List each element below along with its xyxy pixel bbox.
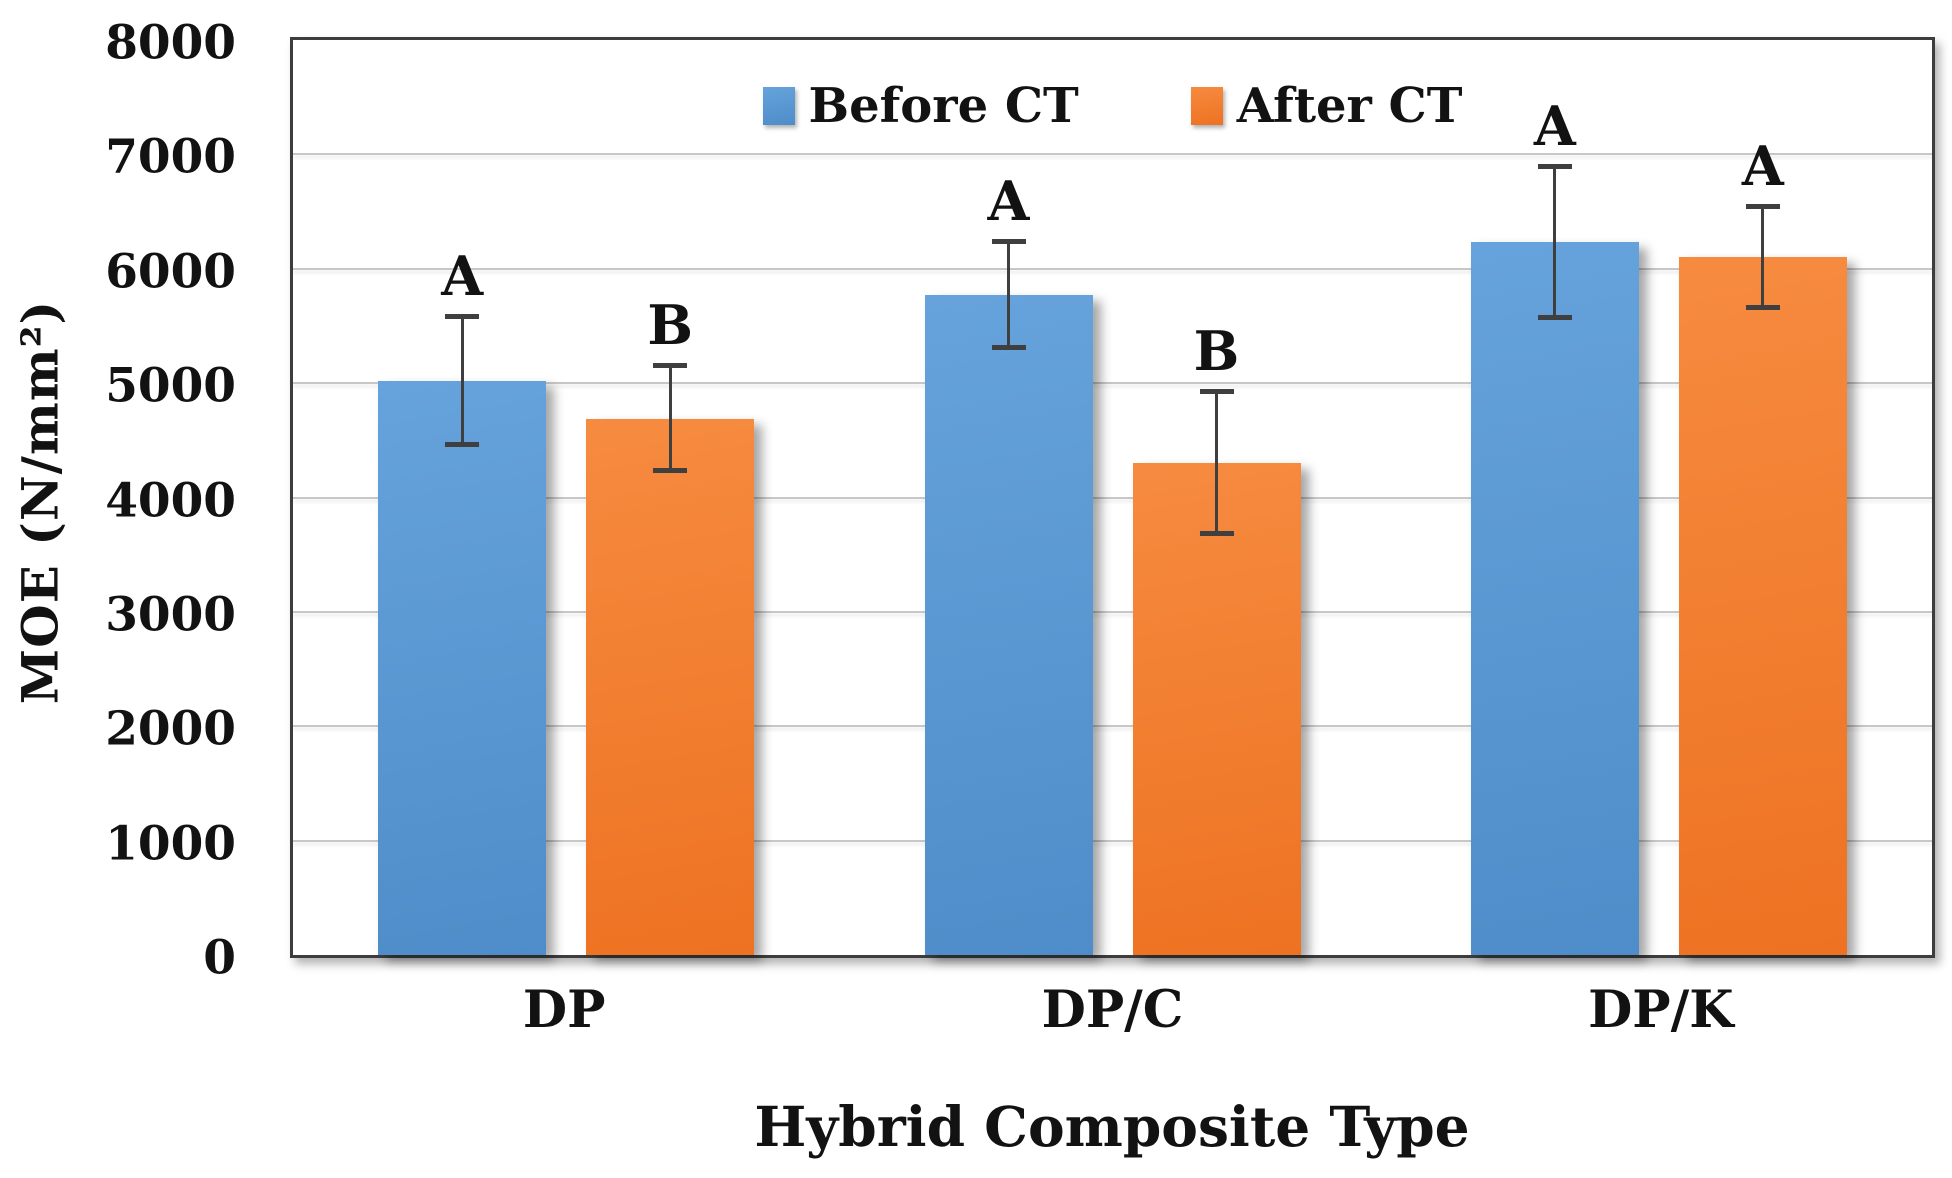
y-tick-8000: 8000 xyxy=(105,15,236,71)
legend-label-before-ct: Before CT xyxy=(808,78,1079,134)
error-bar-cap-bottom-after-ct-dp xyxy=(653,468,688,474)
sig-letter-after-ct-dp-k: A xyxy=(1741,134,1784,198)
error-bar-cap-bottom-before-ct-dp-c xyxy=(991,344,1026,350)
legend-swatch-before-ct xyxy=(762,87,795,125)
gridline-4000 xyxy=(293,496,1932,499)
gridline-3000 xyxy=(293,610,1932,613)
y-tick-0: 0 xyxy=(203,930,236,986)
y-tick-4000: 4000 xyxy=(105,473,236,528)
gridline-1000 xyxy=(293,839,1932,842)
bar-after-ct-dp-c xyxy=(1132,463,1301,955)
bar-before-ct-dp-c xyxy=(924,295,1093,955)
y-tick-1000: 1000 xyxy=(105,816,236,872)
gridline-6000 xyxy=(293,267,1932,270)
error-bar-cap-top-after-ct-dp-c xyxy=(1199,389,1234,395)
error-bar-cap-top-after-ct-dp-k xyxy=(1745,204,1780,209)
legend-swatch-after-ct xyxy=(1190,87,1223,125)
error-bar-cap-top-before-ct-dp xyxy=(445,313,480,319)
error-bar-before-ct-dp-c xyxy=(1007,242,1010,348)
error-bar-cap-bottom-after-ct-dp-c xyxy=(1199,531,1234,537)
legend-label-after-ct: After CT xyxy=(1236,78,1463,134)
sig-letter-before-ct-dp-c: A xyxy=(987,169,1030,234)
gridline-7000 xyxy=(293,153,1932,156)
y-tick-2000: 2000 xyxy=(105,701,236,757)
legend: Before CT After CT xyxy=(293,82,1932,130)
gridline-2000 xyxy=(293,725,1932,728)
error-bar-cap-top-before-ct-dp-c xyxy=(991,239,1026,245)
error-bar-before-ct-dp xyxy=(460,316,464,445)
bar-after-ct-dp xyxy=(586,418,755,955)
error-bar-cap-top-before-ct-dp-k xyxy=(1537,163,1572,169)
bar-before-ct-dp xyxy=(378,380,547,955)
error-bar-before-ct-dp-k xyxy=(1553,166,1557,318)
bar-before-ct-dp-k xyxy=(1470,242,1639,955)
error-bar-cap-top-after-ct-dp xyxy=(653,362,688,368)
x-axis-title: Hybrid Composite Type xyxy=(754,1094,1470,1159)
x-label-dp-k: DP/K xyxy=(1588,980,1734,1040)
error-bar-cap-bottom-before-ct-dp xyxy=(445,441,480,447)
sig-letter-before-ct-dp-k: A xyxy=(1533,93,1576,158)
y-tick-6000: 6000 xyxy=(105,244,236,300)
legend-item-before-ct: Before CT xyxy=(762,78,1079,134)
y-axis-tick-labels: 0 1000 2000 3000 4000 5000 6000 7000 8000 xyxy=(0,20,236,982)
error-bar-cap-bottom-before-ct-dp-k xyxy=(1537,314,1572,320)
error-bar-after-ct-dp-k xyxy=(1761,207,1765,308)
error-bar-after-ct-dp xyxy=(668,365,672,472)
y-tick-3000: 3000 xyxy=(105,587,236,643)
sig-letter-after-ct-dp: B xyxy=(647,292,693,357)
y-tick-5000: 5000 xyxy=(105,358,236,414)
bar-after-ct-dp-k xyxy=(1678,257,1847,955)
y-tick-7000: 7000 xyxy=(105,129,236,185)
x-label-dp: DP xyxy=(522,980,606,1040)
x-label-dp-c: DP/C xyxy=(1041,980,1184,1040)
x-axis-category-labels: DP DP/C DP/K xyxy=(290,980,1935,1052)
error-bar-after-ct-dp-c xyxy=(1215,392,1218,535)
legend-item-after-ct: After CT xyxy=(1190,78,1463,134)
gridline-5000 xyxy=(293,382,1932,385)
sig-letter-after-ct-dp-c: B xyxy=(1193,319,1240,384)
sig-letter-before-ct-dp: A xyxy=(441,243,484,308)
error-bar-cap-bottom-after-ct-dp-k xyxy=(1745,304,1780,310)
